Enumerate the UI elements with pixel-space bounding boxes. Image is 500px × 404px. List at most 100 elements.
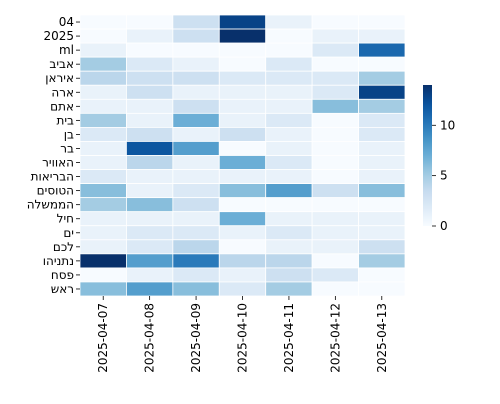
heatmap-cell — [172, 267, 220, 283]
heatmap-cell — [172, 225, 220, 241]
y-tick-label: 04 — [59, 15, 74, 29]
y-tick-label: פסח — [51, 268, 74, 282]
heatmap-cell — [311, 225, 359, 241]
heatmap-cell — [358, 127, 406, 142]
heatmap-cell — [126, 112, 174, 128]
heatmap-cell — [265, 98, 313, 114]
colorbar-tick-label: 10 — [440, 118, 455, 132]
heatmap-cell — [126, 225, 174, 241]
heatmap-cell — [358, 225, 406, 241]
heatmap-cell — [172, 253, 220, 269]
y-tick-label: אתם — [50, 99, 74, 113]
colorbar-tick-label: 0 — [440, 219, 448, 233]
heatmap-cell — [218, 197, 267, 213]
heatmap-cell — [265, 239, 313, 255]
heatmap-cell — [126, 197, 174, 213]
heatmap-cell — [79, 28, 127, 44]
heatmap-cell — [126, 169, 174, 185]
heatmap-cell — [358, 155, 406, 170]
y-tick-label: הטוסים — [37, 184, 74, 198]
y-tick-label: איראן — [45, 71, 74, 85]
heatmap-cell — [311, 84, 359, 100]
heatmap-cell — [126, 14, 174, 30]
heatmap-cell — [218, 211, 267, 227]
y-tick-label: אביב — [49, 57, 74, 71]
heatmap-cell — [172, 211, 220, 227]
heatmap-cell — [265, 281, 313, 297]
heatmap-cell — [218, 42, 267, 58]
heatmap-cell — [126, 141, 174, 156]
heatmap-cell — [79, 197, 127, 213]
heatmap-cell — [79, 98, 127, 114]
heatmap-cell — [358, 281, 406, 297]
heatmap-cell — [79, 211, 127, 227]
heatmap-cell — [311, 112, 359, 128]
colorbar-tick-label: 5 — [440, 169, 448, 183]
heatmap-cell — [79, 155, 127, 170]
heatmap-cell — [311, 155, 359, 170]
heatmap-cell — [311, 197, 359, 213]
heatmap-cell — [172, 98, 220, 114]
heatmap-cell — [172, 112, 220, 128]
heatmap-cell — [311, 169, 359, 185]
heatmap-cell — [265, 112, 313, 128]
heatmap-cell — [79, 183, 127, 199]
heatmap-cell — [172, 169, 220, 185]
heatmap-cell — [265, 211, 313, 227]
heatmap-cell — [311, 127, 359, 142]
y-tick-label: בן — [64, 127, 74, 141]
heatmap-cell — [265, 197, 313, 213]
heatmap-cell — [265, 155, 313, 170]
heatmap-cell — [218, 56, 267, 72]
heatmap-cell — [265, 127, 313, 142]
heatmap-cell — [358, 84, 406, 100]
heatmap-cell — [172, 197, 220, 213]
y-tick-label: ml — [59, 43, 74, 57]
heatmap-cell — [311, 253, 359, 269]
heatmap-cell — [126, 183, 174, 199]
heatmap-cell — [172, 42, 220, 58]
heatmap-cell — [172, 56, 220, 72]
heatmap-cell — [265, 56, 313, 72]
heatmap-cell — [79, 112, 127, 128]
heatmap-cell — [358, 169, 406, 185]
y-tick-label: בית — [56, 113, 74, 127]
heatmap-cell — [311, 183, 359, 199]
heatmap-cell — [358, 239, 406, 255]
heatmap-cell — [126, 267, 174, 283]
heatmap-cell — [218, 112, 267, 128]
heatmap-cell — [126, 42, 174, 58]
heatmap-cell — [218, 84, 267, 100]
heatmap-cell — [358, 98, 406, 114]
heatmap-cell — [311, 267, 359, 283]
heatmap-cell — [79, 225, 127, 241]
heatmap-cell — [358, 211, 406, 227]
x-tick-label: 2025-04-13 — [375, 303, 389, 373]
heatmap-cell — [311, 141, 359, 156]
y-tick-label: הבריאות — [31, 170, 74, 184]
heatmap-cell — [265, 225, 313, 241]
y-tick-label: ראש — [51, 282, 74, 296]
y-tick-label: חיל — [57, 212, 74, 226]
heatmap-cell — [218, 28, 267, 44]
heatmap-cell — [358, 183, 406, 199]
heatmap-cell — [79, 70, 127, 86]
heatmap-cell — [218, 239, 267, 255]
heatmap-cell — [265, 169, 313, 185]
heatmap-cell — [126, 155, 174, 170]
heatmap-cell — [358, 56, 406, 72]
heatmap-cell — [358, 141, 406, 156]
heatmap-cell — [265, 70, 313, 86]
heatmap-cell — [79, 253, 127, 269]
heatmap-cell — [126, 98, 174, 114]
heatmap-cell — [311, 98, 359, 114]
heatmap-cell — [218, 70, 267, 86]
heatmap-cell — [311, 56, 359, 72]
heatmap-cell — [265, 84, 313, 100]
heatmap-cell — [358, 14, 406, 30]
heatmap-cell — [218, 281, 267, 297]
heatmap-cell — [172, 84, 220, 100]
heatmap-cell — [172, 183, 220, 199]
heatmap-cell — [126, 239, 174, 255]
